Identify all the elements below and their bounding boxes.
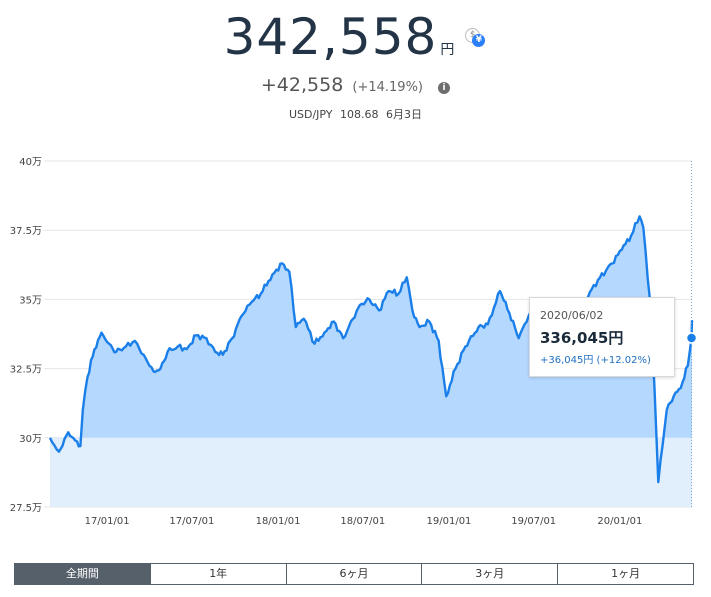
y-tick-label: 30万: [19, 434, 42, 445]
range-tab-1m[interactable]: 1ヶ月: [557, 564, 693, 584]
total-amount: 342,558: [223, 8, 438, 66]
x-tick-label: 18/01/01: [256, 516, 301, 525]
range-selector: 全期間 1年 6ヶ月 3ヶ月 1ヶ月: [14, 563, 694, 585]
tooltip-change: +36,045円 (+12.02%): [540, 355, 651, 366]
y-tick-label: 40万: [19, 157, 42, 168]
range-tab-6m[interactable]: 6ヶ月: [285, 564, 422, 584]
chart-tooltip: 2020/06/02 336,045円 +36,045円 (+12.02%): [529, 297, 675, 377]
tooltip-value: 336,045円: [540, 329, 624, 347]
yen-icon: ¥: [472, 34, 486, 47]
y-tick-label: 37.5万: [10, 226, 42, 237]
y-tick-label: 35万: [19, 295, 42, 306]
value-chart[interactable]: 27.5万 30万 32.5万 35万 37.5万 40万 17/01/01 17/07/01…: [0, 145, 711, 525]
currency-switch-icon[interactable]: $ ¥: [465, 28, 487, 48]
baseline-band: [50, 437, 692, 507]
change-percent: (+14.19%): [352, 80, 423, 95]
x-tick-label: 18/07/01: [340, 516, 385, 525]
range-tab-3m[interactable]: 3ヶ月: [421, 564, 558, 584]
hover-point: [685, 332, 698, 344]
tooltip-date: 2020/06/02: [540, 309, 604, 322]
change-amount: +42,558: [260, 74, 344, 96]
x-tick-label: 17/01/01: [85, 516, 130, 525]
range-tab-all[interactable]: 全期間: [15, 564, 150, 584]
info-icon[interactable]: i: [438, 82, 451, 94]
x-tick-label: 17/07/01: [169, 516, 214, 525]
x-tick-label: 19/07/01: [511, 516, 556, 525]
total-change: +42,558 (+14.19%) i: [0, 74, 711, 96]
series-area: [65, 216, 692, 438]
x-tick-label: 19/01/01: [427, 516, 472, 525]
y-tick-label: 27.5万: [10, 503, 42, 514]
rate-label: USD/JPY: [288, 108, 333, 121]
total-amount-unit: 円: [440, 42, 455, 58]
range-tab-1y[interactable]: 1年: [149, 564, 286, 584]
y-tick-label: 32.5万: [10, 365, 42, 376]
x-tick-label: 20/01/01: [597, 516, 642, 525]
exchange-rate: USD/JPY 108.68 6月3日: [0, 106, 711, 122]
rate-date: 6月3日: [386, 108, 423, 121]
rate-value: 108.68: [340, 108, 379, 121]
